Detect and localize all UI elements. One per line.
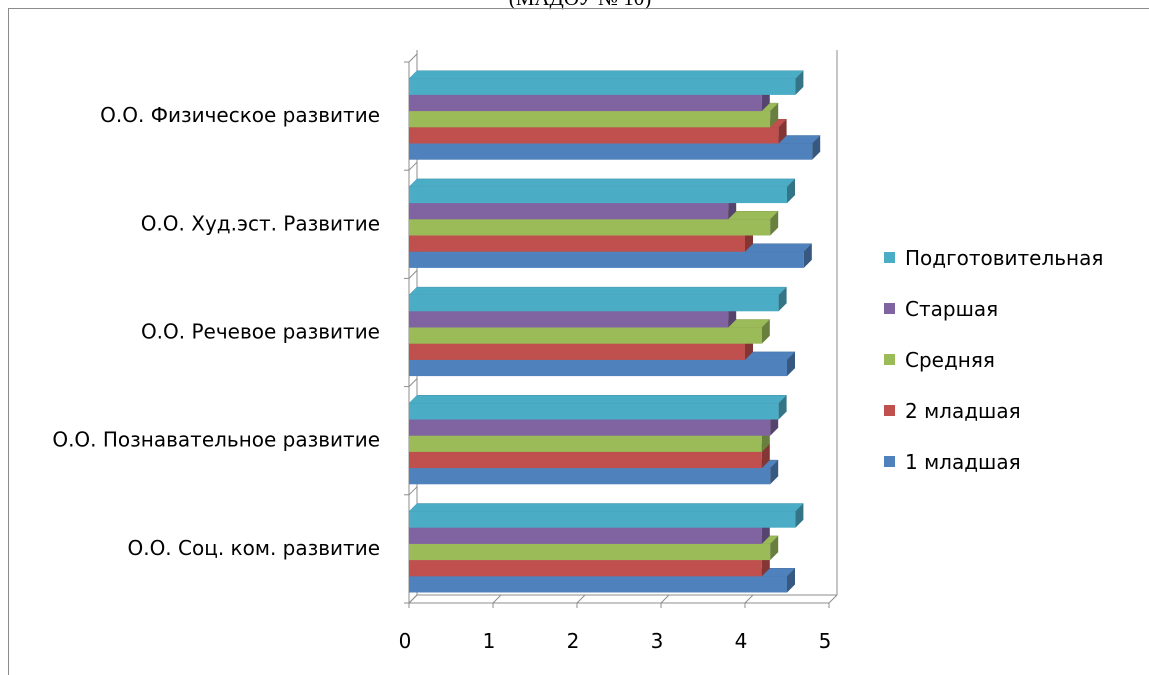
bar	[409, 186, 787, 204]
bar	[409, 235, 745, 252]
x-tick-label: 5	[819, 629, 832, 653]
bar-top-face	[408, 395, 788, 404]
legend-swatch	[884, 405, 895, 416]
bar-side-face	[787, 568, 795, 593]
bar	[409, 327, 762, 344]
bar-side-face	[787, 351, 795, 377]
bar	[409, 219, 771, 236]
legend-swatch	[884, 354, 895, 365]
bar-side-face	[795, 70, 804, 95]
header-fragment: (МАДОУ № 10)	[380, 0, 780, 11]
x-tick-depth	[744, 594, 754, 604]
legend-label: 1 младшая	[905, 449, 1021, 474]
category-label: О.О. Познавательное развитие	[52, 428, 380, 452]
legend-item: Средняя	[884, 334, 1103, 385]
category-label: О.О. Физическое развитие	[100, 103, 380, 127]
bar	[409, 468, 771, 485]
legend-swatch	[884, 252, 895, 263]
bar	[409, 127, 779, 144]
category-label: О.О. Речевое развитие	[141, 320, 380, 344]
bar	[409, 311, 729, 328]
x-tick-depth	[492, 594, 502, 604]
bar-side-face	[770, 211, 779, 236]
category-tick-depth	[408, 53, 418, 63]
x-tick-label: 4	[735, 629, 748, 653]
bar-side-face	[770, 103, 779, 128]
bar	[409, 251, 804, 268]
bar	[409, 343, 745, 360]
bar-side-face	[787, 178, 795, 204]
bar	[409, 419, 771, 436]
chart-frame	[8, 8, 1149, 675]
x-tick-depth	[828, 594, 838, 604]
bar-top-face	[408, 286, 788, 296]
category-tick-depth	[408, 378, 418, 387]
category-tick-depth	[408, 270, 418, 279]
bar	[409, 435, 762, 452]
bar-top-face	[408, 178, 796, 188]
chart-legend: Подготовительная Старшая Средняя 2 младшая 1…	[884, 232, 1103, 487]
bar	[409, 511, 796, 528]
bar	[409, 295, 779, 312]
legend-item: Подготовительная	[884, 232, 1103, 283]
x-tick-label: 1	[483, 629, 496, 653]
x-tick-label: 2	[567, 629, 580, 653]
x-tick-label: 3	[651, 629, 664, 653]
x-tick-depth	[660, 594, 670, 604]
legend-item: Старшая	[884, 283, 1103, 334]
bar-side-face	[770, 535, 779, 561]
bar	[409, 111, 771, 128]
bar	[409, 78, 796, 95]
bar-top-face	[408, 503, 805, 512]
legend-swatch	[884, 456, 895, 467]
bar	[409, 560, 762, 577]
legend-label: 2 младшая	[905, 398, 1021, 423]
category-tick-depth	[408, 161, 418, 171]
x-tick-depth	[576, 594, 586, 604]
legend-swatch	[884, 303, 895, 314]
bar-side-face	[812, 135, 821, 160]
bar-side-face	[795, 503, 804, 528]
bar-side-face	[803, 243, 812, 268]
legend-label: Подготовительная	[905, 245, 1104, 270]
bar-side-face	[761, 319, 770, 344]
bar-side-face	[778, 395, 787, 420]
bar	[409, 451, 762, 469]
bar-side-face	[778, 287, 787, 312]
x-tick-label: 0	[399, 629, 412, 653]
bar-side-face	[778, 119, 787, 144]
legend-label: Средняя	[905, 347, 995, 372]
bar	[409, 94, 762, 112]
legend-item: 1 младшая	[884, 436, 1103, 487]
category-label: О.О. Соц. ком. развитие	[127, 536, 380, 560]
bar-top-face	[408, 70, 805, 79]
bar	[409, 143, 813, 160]
bar	[409, 543, 771, 561]
bar-side-face	[770, 460, 779, 485]
bar-side-face	[761, 443, 770, 469]
category-tick-depth	[408, 486, 418, 496]
bar	[409, 527, 762, 544]
legend-label: Старшая	[905, 296, 999, 321]
bar	[409, 359, 787, 377]
bar	[409, 203, 729, 220]
legend-item: 2 младшая	[884, 385, 1103, 436]
bar	[409, 576, 787, 593]
category-label: О.О. Худ.эст. Развитие	[141, 211, 380, 235]
bar	[409, 403, 779, 420]
x-tick-depth	[408, 594, 418, 604]
